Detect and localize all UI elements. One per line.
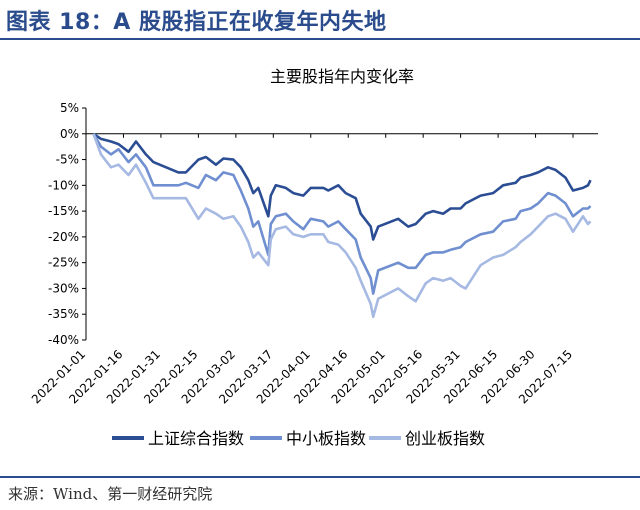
y-tick-label: -20%	[48, 230, 79, 244]
line-chart: 主要股指年内变化率 5% 0% -5% -10% -15% -20% -25% -30% -35%…	[29, 67, 598, 448]
legend-label-1: 上证综合指数	[148, 429, 244, 448]
series-line-2	[92, 133, 592, 295]
source-rule	[0, 476, 640, 478]
y-tick-label: -30%	[48, 281, 79, 295]
chart-title: 主要股指年内变化率	[270, 67, 414, 86]
legend-label-2: 中小板指数	[286, 429, 366, 448]
legend-label-3: 创业板指数	[405, 429, 485, 448]
y-tick-label: -5%	[56, 153, 79, 167]
y-tick-label: 0%	[60, 127, 79, 141]
series-line-3	[92, 133, 592, 319]
y-tick-label: -25%	[48, 256, 79, 270]
source-note: 来源：Wind、第一财经研究院	[8, 485, 213, 503]
title-rule	[0, 38, 640, 40]
y-tick-label: 5%	[60, 101, 79, 115]
y-tick-label: -10%	[48, 178, 79, 192]
series-line-1	[92, 132, 592, 241]
y-tick-label: -40%	[48, 333, 79, 347]
y-tick-label: -15%	[48, 204, 79, 218]
figure-title: 图表 18：A 股股指正在收复年内失地	[6, 10, 387, 35]
y-tick-label: -35%	[48, 307, 79, 321]
